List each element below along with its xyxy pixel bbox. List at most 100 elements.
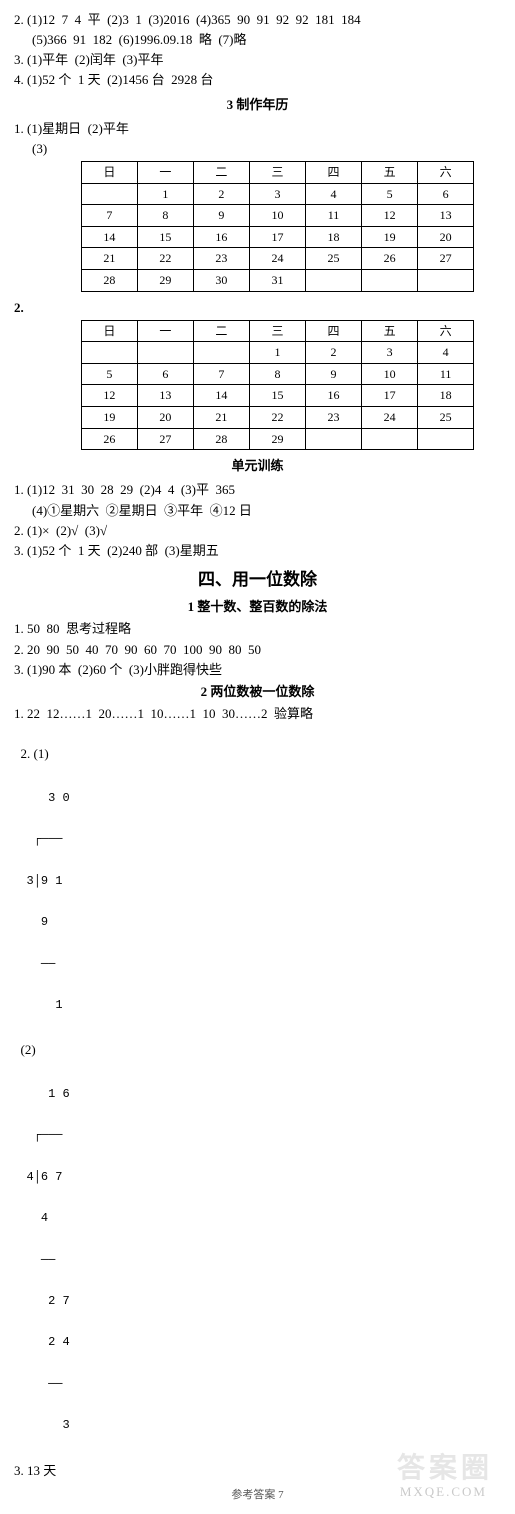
cal-cell: 30 xyxy=(193,269,249,291)
cal-cell: 24 xyxy=(249,248,305,270)
cal-cell xyxy=(306,269,362,291)
cal-cell: 12 xyxy=(81,385,137,407)
cal-head-cell: 五 xyxy=(362,161,418,183)
cal-cell xyxy=(418,428,474,450)
sub2-q3: 3. 13 天 xyxy=(14,1461,501,1481)
calendar2-wrap: 日一二三四五六123456789101112131415161718192021… xyxy=(14,320,501,451)
cal-cell: 28 xyxy=(193,428,249,450)
div2-l4: ── xyxy=(27,1254,70,1268)
sub1-q1: 1. 50 80 思考过程略 xyxy=(14,619,501,639)
cal-cell: 7 xyxy=(81,205,137,227)
div2-l6: 2 4 xyxy=(27,1336,70,1350)
div1-l1: ┌─── xyxy=(27,833,70,847)
q4-line: 4. (1)52 个 1 天 (2)1456 台 2928 台 xyxy=(14,70,501,90)
cal-cell xyxy=(81,183,137,205)
cal-cell: 16 xyxy=(193,226,249,248)
sub1-title: 1 整十数、整百数的除法 xyxy=(14,597,501,617)
cal-head-cell: 一 xyxy=(137,320,193,342)
cal-cell: 22 xyxy=(249,407,305,429)
cal-cell: 10 xyxy=(362,363,418,385)
cal-cell: 29 xyxy=(137,269,193,291)
cal-cell: 1 xyxy=(137,183,193,205)
div1-l3: 9 xyxy=(27,916,70,930)
cal-cell: 19 xyxy=(362,226,418,248)
q2-line1: 2. (1)12 7 4 平 (2)3 1 (3)2016 (4)365 90 … xyxy=(14,10,501,30)
cal-cell: 23 xyxy=(193,248,249,270)
cal-cell: 27 xyxy=(137,428,193,450)
cal-cell: 17 xyxy=(249,226,305,248)
cal-cell: 7 xyxy=(193,363,249,385)
cal-cell: 18 xyxy=(306,226,362,248)
cal-cell xyxy=(81,342,137,364)
long-division-2: 1 6 ┌─── 4│6 7 4 ── 2 7 2 4 ── 3 xyxy=(27,1061,70,1461)
cal-cell: 2 xyxy=(306,342,362,364)
cal-head-cell: 五 xyxy=(362,320,418,342)
q2-line2: (5)366 91 182 (6)1996.09.18 略 (7)略 xyxy=(14,30,501,50)
div1-l2: 3│9 1 xyxy=(27,875,70,889)
cal-cell: 11 xyxy=(418,363,474,385)
cal-head-cell: 三 xyxy=(249,161,305,183)
cal-head-cell: 二 xyxy=(193,161,249,183)
cal-cell: 21 xyxy=(81,248,137,270)
footer: 参考答案 7 xyxy=(14,1487,501,1504)
cal-cell: 23 xyxy=(306,407,362,429)
cal-cell: 20 xyxy=(137,407,193,429)
cal-cell: 26 xyxy=(362,248,418,270)
cal-cell: 31 xyxy=(249,269,305,291)
cal-cell: 24 xyxy=(362,407,418,429)
div2-l0: 1 6 xyxy=(27,1088,70,1102)
div2-l2: 4│6 7 xyxy=(27,1171,70,1185)
cal-cell: 1 xyxy=(249,342,305,364)
section3-title: 3 制作年历 xyxy=(14,95,501,115)
cal-cell: 15 xyxy=(249,385,305,407)
div2-l7: ── xyxy=(27,1378,70,1392)
cal-cell: 2 xyxy=(193,183,249,205)
cal-cell: 5 xyxy=(81,363,137,385)
cal-cell: 14 xyxy=(81,226,137,248)
cal-cell: 26 xyxy=(81,428,137,450)
calendar1: 日一二三四五六123456789101112131415161718192021… xyxy=(81,161,474,292)
cal-cell: 12 xyxy=(362,205,418,227)
cal-cell: 6 xyxy=(418,183,474,205)
cal-cell: 13 xyxy=(137,385,193,407)
cal-head-cell: 六 xyxy=(418,161,474,183)
div2-l5: 2 7 xyxy=(27,1295,70,1309)
cal-head-cell: 六 xyxy=(418,320,474,342)
cal-cell xyxy=(362,428,418,450)
cal-cell: 3 xyxy=(249,183,305,205)
sec3-q2-label: 2. xyxy=(14,298,42,318)
cal-cell: 9 xyxy=(193,205,249,227)
cal-head-cell: 日 xyxy=(81,320,137,342)
unit-q1-l2: (4)①星期六 ②星期日 ③平年 ④12 日 xyxy=(14,501,501,521)
unit-q3: 3. (1)52 个 1 天 (2)240 部 (3)星期五 xyxy=(14,541,501,561)
unit-q2: 2. (1)× (2)√ (3)√ xyxy=(14,521,501,541)
cal-cell: 3 xyxy=(362,342,418,364)
calendar2: 日一二三四五六123456789101112131415161718192021… xyxy=(81,320,474,451)
cal-cell: 11 xyxy=(306,205,362,227)
cal-cell: 4 xyxy=(418,342,474,364)
sub2-q1: 1. 22 12……1 20……1 10……1 10 30……2 验算略 xyxy=(14,704,501,724)
cal-cell: 6 xyxy=(137,363,193,385)
cal-head-cell: 三 xyxy=(249,320,305,342)
cal-cell: 21 xyxy=(193,407,249,429)
cal-head-cell: 一 xyxy=(137,161,193,183)
cal-cell: 25 xyxy=(418,407,474,429)
cal-cell: 29 xyxy=(249,428,305,450)
cal-cell xyxy=(193,342,249,364)
unit-q1-l1: 1. (1)12 31 30 28 29 (2)4 4 (3)平 365 xyxy=(14,480,501,500)
cal-cell xyxy=(306,428,362,450)
cal-cell: 8 xyxy=(137,205,193,227)
cal-head-cell: 四 xyxy=(306,161,362,183)
cal-cell: 28 xyxy=(81,269,137,291)
cal-cell: 5 xyxy=(362,183,418,205)
div2-l3: 4 xyxy=(27,1212,70,1226)
cal-head-cell: 日 xyxy=(81,161,137,183)
cal-cell: 15 xyxy=(137,226,193,248)
unit-title: 单元训练 xyxy=(14,456,501,476)
cal-cell: 9 xyxy=(306,363,362,385)
long-division-1: 3 0 ┌─── 3│9 1 9 ── 1 xyxy=(27,764,70,1040)
sub2-q2-row: 2. (1) 3 0 ┌─── 3│9 1 9 ── 1 (2) 1 6 ┌──… xyxy=(14,724,501,1460)
cal-cell: 25 xyxy=(306,248,362,270)
cal-cell: 20 xyxy=(418,226,474,248)
cal-head-cell: 四 xyxy=(306,320,362,342)
